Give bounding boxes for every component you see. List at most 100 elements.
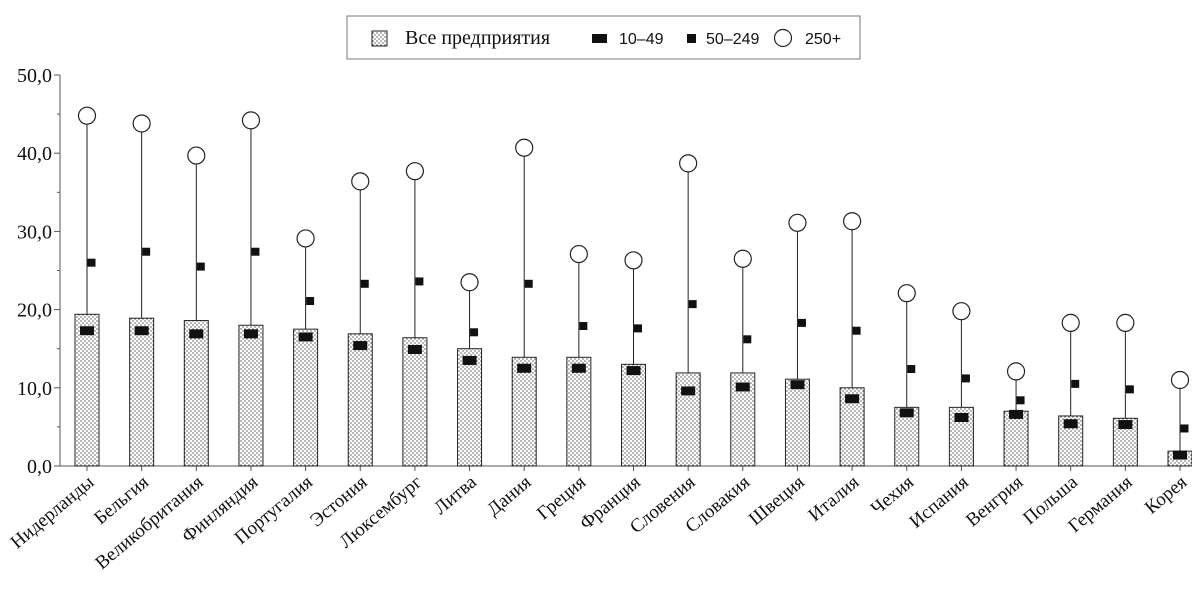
point-250plus — [405, 162, 424, 181]
legend-marker-all-enterprises — [371, 30, 388, 47]
point-10-49 — [134, 326, 149, 336]
point-250plus — [77, 106, 97, 125]
point-250plus — [241, 111, 261, 130]
point-10-49 — [1173, 450, 1187, 460]
point-50-249 — [524, 279, 533, 288]
point-250plus — [515, 138, 534, 157]
point-50-249 — [415, 277, 424, 286]
bar-all-enterprises — [183, 320, 209, 467]
point-50-249 — [688, 300, 697, 309]
point-250plus — [624, 251, 643, 270]
legend: Все предприятия 10–49 50–249 250+ — [346, 15, 861, 60]
point-250plus — [733, 249, 752, 268]
legend-label-all-enterprises: Все предприятия — [405, 27, 550, 49]
bar-all-enterprises — [1003, 410, 1029, 467]
point-10-49 — [681, 386, 696, 396]
point-10-49 — [1118, 420, 1133, 430]
bar-all-enterprises — [129, 317, 155, 467]
point-10-49 — [407, 344, 422, 354]
x-tick-label: Швеция — [745, 472, 809, 530]
point-250plus — [1170, 370, 1190, 390]
point-250plus — [1061, 313, 1080, 332]
point-10-49 — [899, 408, 914, 418]
point-10-49 — [626, 366, 641, 376]
point-50-249 — [360, 279, 369, 288]
point-50-249 — [797, 318, 806, 327]
point-50-249 — [743, 335, 752, 344]
point-250plus — [1116, 313, 1135, 332]
point-250plus — [788, 213, 807, 232]
legend-marker-50-249 — [687, 34, 696, 43]
bar-all-enterprises — [74, 313, 100, 467]
point-50-249 — [306, 296, 315, 305]
x-tick-label: Испания — [906, 472, 973, 533]
point-50-249 — [852, 326, 861, 335]
point-50-249 — [87, 258, 96, 267]
point-250plus — [460, 273, 479, 292]
point-250plus — [897, 284, 916, 303]
bar-all-enterprises — [784, 378, 810, 467]
point-250plus — [187, 146, 206, 165]
chart-marks — [74, 106, 1192, 467]
legend-label-250plus: 250+ — [805, 31, 841, 48]
point-10-49 — [298, 332, 313, 342]
bar-all-enterprises — [238, 324, 264, 467]
y-tick-label: 10,0 — [17, 378, 52, 400]
bar-all-enterprises — [566, 356, 592, 467]
point-250plus — [351, 172, 370, 191]
y-tick-label: 30,0 — [17, 221, 52, 243]
point-50-249 — [196, 262, 205, 271]
point-50-249 — [1180, 424, 1189, 433]
point-50-249 — [1016, 396, 1025, 405]
point-10-49 — [790, 380, 805, 390]
point-10-49 — [462, 355, 477, 365]
y-tick-label: 50,0 — [17, 65, 52, 87]
point-250plus — [569, 244, 588, 264]
point-10-49 — [571, 363, 586, 373]
point-250plus — [132, 114, 151, 133]
bar-all-enterprises — [457, 348, 483, 467]
y-tick-label: 40,0 — [17, 143, 52, 165]
legend-marker-250plus — [773, 28, 793, 48]
point-50-249 — [907, 365, 916, 374]
point-10-49 — [845, 394, 860, 404]
point-10-49 — [954, 413, 969, 423]
bar-all-enterprises — [511, 356, 537, 467]
point-50-249 — [470, 328, 479, 337]
x-tick-labels: НидерландыБельгияВеликобританияФинляндия… — [7, 471, 1192, 574]
point-250plus — [1006, 362, 1026, 381]
point-10-49 — [243, 329, 258, 339]
point-250plus — [296, 229, 315, 248]
point-50-249 — [634, 324, 642, 333]
point-10-49 — [353, 341, 368, 351]
point-10-49 — [735, 382, 750, 392]
bar-all-enterprises — [347, 333, 373, 467]
point-50-249 — [961, 374, 970, 383]
point-250plus — [952, 302, 971, 321]
x-tick-label: Дания — [483, 472, 535, 521]
x-tick-label: Венгрия — [962, 472, 1027, 532]
x-tick-label: Нидерланды — [7, 472, 99, 554]
point-10-49 — [517, 363, 532, 373]
legend-label-10-49: 10–49 — [619, 31, 664, 48]
x-tick-label: Италия — [804, 472, 863, 526]
bar-all-enterprises — [293, 328, 319, 467]
point-50-249 — [142, 247, 151, 256]
y-tick-label: 20,0 — [17, 300, 52, 322]
point-250plus — [679, 154, 698, 173]
point-50-249 — [1071, 379, 1080, 388]
x-tick-label: Литва — [430, 471, 481, 519]
point-50-249 — [1125, 385, 1134, 394]
point-10-49 — [80, 326, 94, 336]
bar-all-enterprises — [621, 363, 646, 467]
y-tick-label: 0,0 — [27, 456, 52, 478]
point-250plus — [842, 212, 862, 231]
point-50-249 — [579, 322, 588, 331]
point-10-49 — [1009, 409, 1024, 419]
legend-marker-10-49 — [592, 34, 607, 43]
point-50-249 — [251, 247, 260, 256]
point-10-49 — [189, 329, 204, 339]
point-10-49 — [1063, 419, 1078, 429]
legend-label-50-249: 50–249 — [706, 31, 759, 48]
